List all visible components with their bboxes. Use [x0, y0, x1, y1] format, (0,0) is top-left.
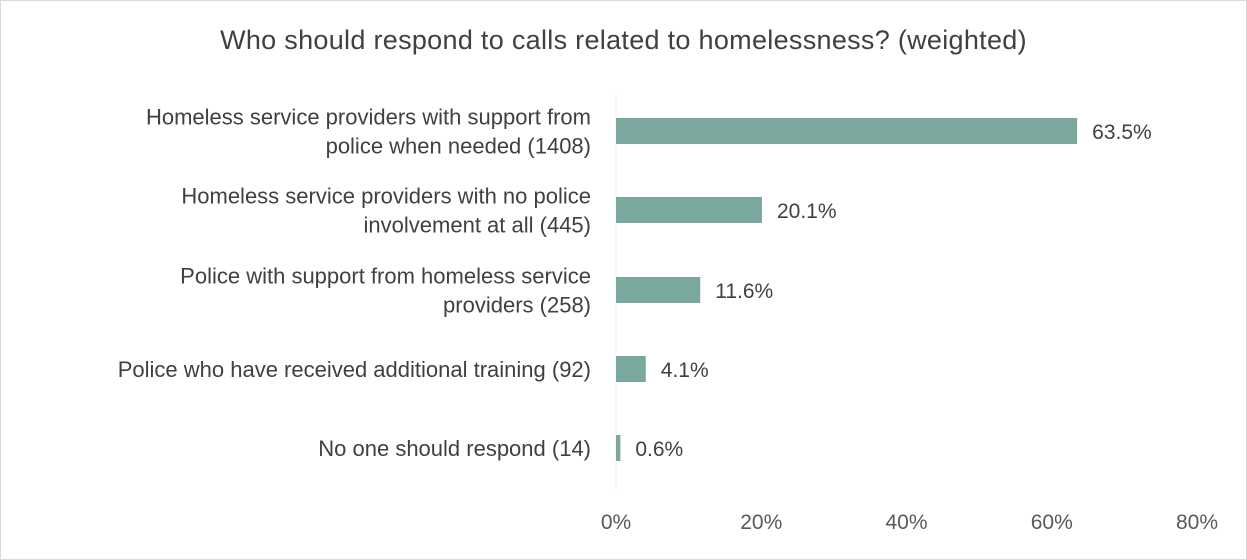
chart-title: Who should respond to calls related to h… [220, 25, 1027, 55]
category-label: Police who have received additional trai… [118, 357, 591, 382]
bar [616, 197, 762, 223]
category-label: Homeless service providers with no polic… [181, 184, 591, 238]
category-label-line: providers (258) [443, 293, 591, 318]
category-label-line: Homeless service providers with no polic… [181, 184, 591, 209]
x-tick-label: 80% [1176, 511, 1218, 534]
category-label: Police with support from homeless servic… [180, 264, 591, 318]
data-label: 20.1% [777, 200, 837, 223]
bar [616, 118, 1078, 144]
bar [616, 277, 701, 303]
x-tick-label: 20% [740, 511, 782, 534]
x-tick-label: 60% [1031, 511, 1073, 534]
category-label-line: No one should respond (14) [318, 436, 591, 461]
category-label: Homeless service providers with support … [146, 105, 591, 159]
category-label: No one should respond (14) [318, 436, 591, 461]
category-label-line: Police who have received additional trai… [118, 357, 591, 382]
bar [616, 435, 621, 461]
data-label: 4.1% [661, 359, 709, 382]
category-label-line: police when needed (1408) [326, 134, 591, 159]
x-tick-label: 0% [601, 511, 631, 534]
data-label: 11.6% [715, 280, 773, 303]
data-label: 63.5% [1092, 121, 1152, 144]
bar [616, 356, 646, 382]
x-tick-label: 40% [885, 511, 927, 534]
category-label-line: involvement at all (445) [364, 213, 591, 238]
category-label-line: Police with support from homeless servic… [180, 264, 591, 289]
data-label: 0.6% [635, 438, 683, 461]
category-label-line: Homeless service providers with support … [146, 105, 591, 130]
